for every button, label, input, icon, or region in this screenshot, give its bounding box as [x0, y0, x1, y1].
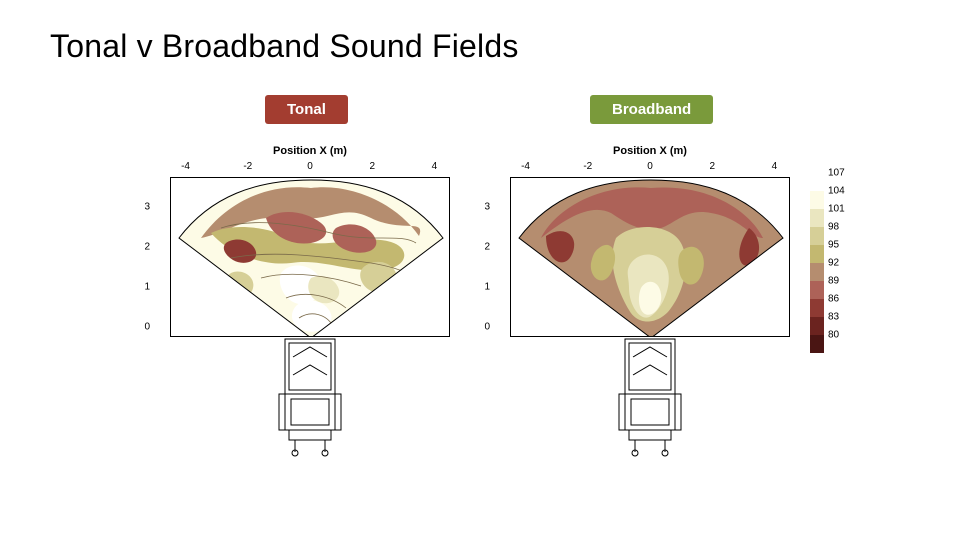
colorbar-tick: 95: [828, 240, 839, 251]
broadband-pill: Broadband: [590, 95, 713, 124]
colorbar-tick: 98: [828, 222, 839, 233]
x-ticks-left: -4-2024: [170, 159, 450, 177]
colorbar-tick: 89: [828, 276, 839, 287]
tonal-contour-map: [170, 177, 450, 337]
colorbar-tick: 107: [828, 168, 845, 179]
colorbar-tick: 101: [828, 204, 845, 215]
tonal-plot: Position X (m) -4-2024 Position Y (m) 01…: [170, 145, 450, 337]
sound-source-schematic-left: [265, 337, 355, 339]
colorbar-tick: 80: [828, 330, 839, 341]
tonal-pill: Tonal: [265, 95, 348, 124]
slide-title: Tonal v Broadband Sound Fields: [50, 28, 910, 65]
broadband-contour-map: [510, 177, 790, 337]
x-axis-label-left: Position X (m): [170, 145, 450, 157]
x-axis-label-right: Position X (m): [510, 145, 790, 157]
broadband-plot: Position X (m) -4-2024 Position Y (m) 01…: [510, 145, 790, 337]
colorbar-tick: 83: [828, 312, 839, 323]
colorbar-tick: 92: [828, 258, 839, 269]
colorbar-tick: 104: [828, 186, 845, 197]
sound-source-schematic-right: [605, 337, 695, 339]
x-ticks-right: -4-2024: [510, 159, 790, 177]
figure-area: Tonal Broadband Position X (m) -4-2024 P…: [50, 95, 910, 495]
slide-root: Tonal v Broadband Sound Fields Tonal Bro…: [0, 0, 960, 540]
colorbar-tick: 86: [828, 294, 839, 305]
colorbar: 10710410198959289868380: [810, 173, 830, 353]
